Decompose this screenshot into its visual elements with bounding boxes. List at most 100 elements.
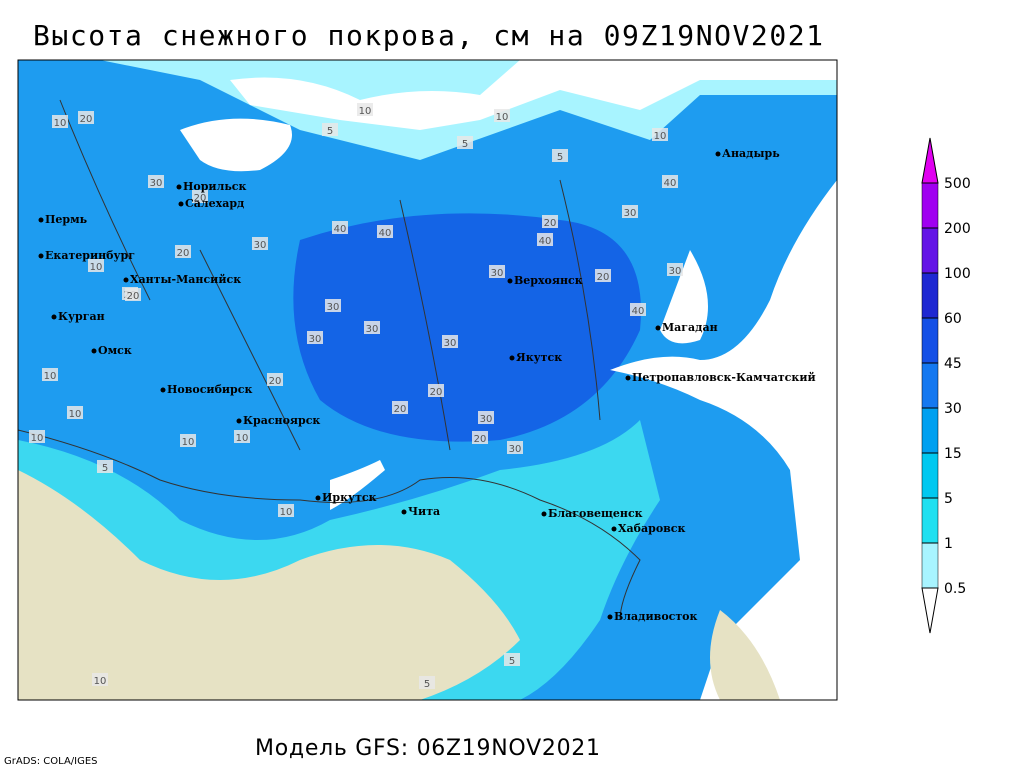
contour-label: 20 [194,193,207,204]
contour-label-box [332,221,348,234]
city-label: Курган [58,310,105,323]
contour-label: 20 [177,248,190,259]
contour-label: 5 [509,656,515,667]
city-dot [123,277,129,283]
colorbar-label: 200 [944,221,971,237]
contour-label-box [392,401,408,414]
contour-label: 5 [462,139,468,150]
contour-label: 10 [654,131,667,142]
contour-label: 20 [597,272,610,283]
city-dot [607,614,613,620]
contour-label-box [88,259,104,272]
colorbar-segment [921,317,939,364]
contour-label-box [180,434,196,447]
contour-label: 30 [327,302,340,313]
city-label: Владивосток [614,610,698,623]
contour-label-box [377,225,393,238]
contour-label: 20 [127,291,140,302]
contour-label-box [307,331,323,344]
pacific-ocean [610,180,837,700]
contour-label-box [42,368,58,381]
colorbar-label: 15 [944,446,962,462]
city-label: Анадырь [722,147,780,160]
city-label: Красноярск [243,414,320,427]
contour-label: 10 [280,507,293,518]
contour-label-box [667,263,683,276]
colorbar-segment [921,497,939,544]
contour-label-box [472,431,488,444]
contour-label: 10 [44,371,57,382]
colorbar-top-triangle [921,137,939,184]
deep-snow-zone [293,213,641,442]
contour-label-box [175,245,191,258]
city-label: Норильск [183,180,246,193]
contour-label: 5 [557,152,563,163]
colorbar-label: 0.5 [944,581,966,597]
contour-label: 30 [669,266,682,277]
city-label: Чита [408,505,440,518]
city-dot [401,509,407,515]
colorbar-segment [921,407,939,454]
contour-label-box [504,653,520,666]
city-label: Салехард [185,197,244,210]
contour-label: 30 [491,268,504,279]
city-dot [315,495,321,501]
contour-label-box [494,109,510,122]
city-label: Пермь [45,213,88,226]
snow-free-land [18,470,520,700]
city-label: Якутск [516,351,562,364]
city-label: Магадан [662,321,718,334]
contour-label-box [442,335,458,348]
contour-label: 10 [90,262,103,273]
contour-label: 10 [496,112,509,123]
city-label: Ханты-Мансийск [130,273,241,286]
map-area [18,60,837,700]
contour-label: 30 [509,444,522,455]
contour-label-box [552,149,568,162]
contour-label: 20 [269,376,282,387]
contour-label-box [67,406,83,419]
contour-label-box [507,441,523,454]
colorbar-label: 1 [944,536,953,552]
contour-label-box [52,115,68,128]
city-dot [176,184,182,190]
contour-label-box [478,411,494,424]
city-label: Иркутск [322,491,377,504]
colorbar-label: 60 [944,311,962,327]
japan [710,610,780,700]
contour-label-box [267,373,283,386]
contour-label: 30 [309,334,322,345]
contour-label-box [97,460,113,473]
contour-label: 30 [254,240,267,251]
city-label: Благовещенск [548,507,643,520]
contour-label-box [542,215,558,228]
contour-label-box [29,430,45,443]
city-dot [236,418,242,424]
arctic-ice [230,60,837,130]
colorbar-segment [921,542,939,589]
contour-label-box [78,111,94,124]
contour-label-box [595,269,611,282]
city-dot [625,375,631,381]
colorbar-segment [921,272,939,319]
city-dot [51,314,57,320]
contour-label: 20 [80,114,93,125]
contour-label: 20 [430,387,443,398]
city-dot [91,348,97,354]
sea-of-okhotsk-north [660,250,708,344]
borders [18,99,641,621]
city-dot [178,201,184,207]
contour-label-box [457,136,473,149]
city-label: Петропавловск-Камчатский [632,371,816,384]
colorbar-label: 100 [944,266,971,282]
contour-label-box [252,237,268,250]
colorbar-segment [921,452,939,499]
contour-label: 10 [69,409,82,420]
colorbar-label: 5 [944,491,953,507]
contour-label: 10 [54,118,67,129]
colorbar-label: 30 [944,401,962,417]
contour-label: 5 [424,679,430,690]
contour-label: 5 [327,126,333,137]
contour-label: 40 [539,236,552,247]
